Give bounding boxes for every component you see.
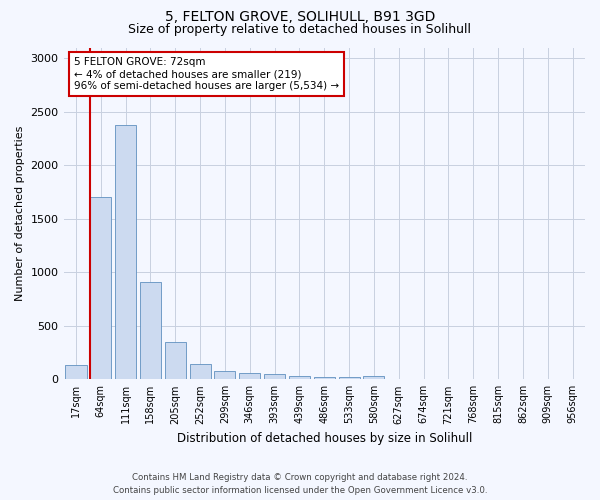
Bar [115, 124, 136, 380]
Bar [90, 198, 112, 380]
Text: Contains HM Land Registry data © Crown copyright and database right 2024.
Contai: Contains HM Land Registry data © Crown c… [113, 474, 487, 495]
Bar [239, 374, 260, 380]
Text: Size of property relative to detached houses in Solihull: Size of property relative to detached ho… [128, 22, 472, 36]
Text: 5, FELTON GROVE, SOLIHULL, B91 3GD: 5, FELTON GROVE, SOLIHULL, B91 3GD [165, 10, 435, 24]
Bar [214, 370, 235, 380]
Bar [364, 376, 385, 380]
Text: 5 FELTON GROVE: 72sqm
← 4% of detached houses are smaller (219)
96% of semi-deta: 5 FELTON GROVE: 72sqm ← 4% of detached h… [74, 58, 339, 90]
X-axis label: Distribution of detached houses by size in Solihull: Distribution of detached houses by size … [176, 432, 472, 445]
Bar [338, 378, 359, 380]
Bar [65, 366, 86, 380]
Bar [264, 374, 285, 380]
Bar [140, 282, 161, 380]
Bar [190, 364, 211, 380]
Y-axis label: Number of detached properties: Number of detached properties [15, 126, 25, 301]
Bar [314, 377, 335, 380]
Bar [165, 342, 186, 380]
Bar [289, 376, 310, 380]
